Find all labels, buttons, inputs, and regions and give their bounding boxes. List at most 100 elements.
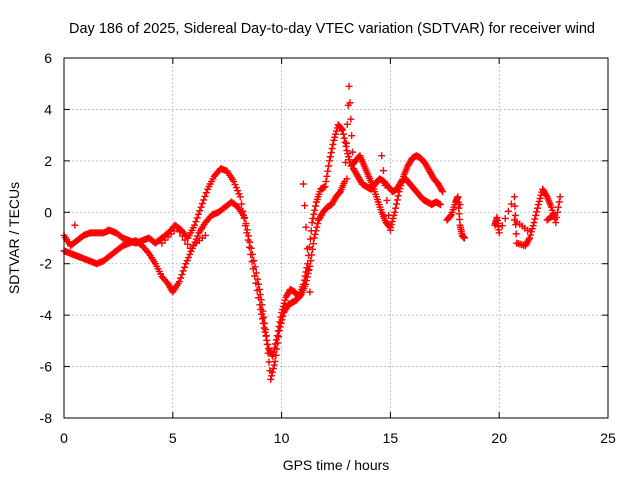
data-point	[236, 193, 244, 201]
data-point	[386, 226, 394, 234]
data-point	[273, 345, 281, 353]
data-point	[191, 221, 199, 229]
data-point	[248, 250, 256, 258]
data-point	[194, 232, 202, 240]
data-point	[184, 240, 192, 248]
data-point	[306, 262, 314, 270]
data-point	[379, 167, 387, 175]
x-axis-label: GPS time / hours	[283, 457, 390, 473]
data-point	[439, 188, 447, 196]
data-point	[345, 82, 353, 90]
x-tick-label: 15	[383, 430, 399, 446]
data-point	[548, 212, 556, 220]
data-point	[436, 201, 444, 209]
data-point	[306, 235, 314, 243]
data-point	[276, 323, 284, 331]
data-point	[512, 230, 520, 238]
data-point	[456, 201, 464, 209]
data-point	[325, 157, 333, 165]
data-point	[542, 191, 550, 199]
y-axis-label: SDTVAR / TECUs	[6, 182, 22, 294]
data-point	[191, 238, 199, 246]
data-point	[385, 211, 393, 219]
x-tick-label: 20	[491, 430, 507, 446]
data-point	[311, 230, 319, 238]
data-point	[526, 234, 534, 242]
data-point	[511, 202, 519, 210]
data-point	[258, 315, 266, 323]
data-point	[314, 220, 322, 228]
data-point	[275, 327, 283, 335]
data-point	[281, 296, 289, 304]
data-point	[495, 229, 503, 237]
data-point	[177, 274, 185, 282]
data-point	[332, 130, 340, 138]
data-point	[193, 214, 201, 222]
data-point	[270, 361, 278, 369]
series-track-a	[60, 121, 447, 360]
data-point	[255, 280, 263, 288]
data-point	[259, 307, 267, 315]
data-point	[271, 357, 279, 365]
y-tick-label: 4	[44, 101, 52, 117]
data-point	[278, 316, 286, 324]
data-point	[392, 200, 400, 208]
data-point	[197, 203, 205, 211]
data-point	[299, 180, 307, 188]
data-point	[534, 201, 542, 209]
data-point	[167, 230, 175, 238]
data-point	[164, 233, 172, 241]
data-point	[338, 125, 346, 133]
data-point	[178, 271, 186, 279]
data-point	[554, 203, 562, 211]
data-point	[347, 115, 355, 123]
data-point	[529, 222, 537, 230]
data-point	[275, 333, 283, 341]
plot-frame	[63, 57, 609, 419]
data-point	[161, 236, 169, 244]
data-point	[343, 120, 351, 128]
data-point	[176, 228, 184, 236]
data-point	[247, 244, 255, 252]
data-point	[460, 234, 468, 242]
data-point	[309, 214, 317, 222]
data-point	[269, 352, 277, 360]
data-point	[263, 340, 271, 348]
data-point	[343, 147, 351, 155]
grid	[64, 58, 608, 418]
data-point	[251, 263, 259, 271]
data-point	[349, 148, 357, 156]
data-point	[257, 296, 265, 304]
data-point	[261, 319, 269, 327]
data-point	[322, 177, 330, 185]
data-point	[306, 288, 314, 296]
data-point	[186, 250, 194, 258]
data-point	[241, 213, 249, 221]
data-point	[556, 193, 564, 201]
data-point	[511, 211, 519, 219]
data-point	[331, 133, 339, 141]
data-point	[235, 190, 243, 198]
data-point	[71, 221, 79, 229]
data-point	[345, 153, 353, 161]
data-point	[308, 251, 316, 259]
data-point	[170, 227, 178, 235]
data-point	[329, 140, 337, 148]
y-tick-label: -8	[40, 410, 53, 426]
data-point	[326, 153, 334, 161]
data-point	[198, 200, 206, 208]
data-point	[273, 332, 281, 340]
y-tick-label: 0	[44, 204, 52, 220]
data-point	[393, 196, 401, 204]
data-point	[328, 145, 336, 153]
data-point	[344, 150, 352, 158]
data-point	[242, 220, 250, 228]
data-point	[258, 301, 266, 309]
data-point	[243, 226, 251, 234]
data-point	[327, 149, 335, 157]
data-point	[313, 223, 321, 231]
data-point	[341, 138, 349, 146]
data-point	[309, 240, 317, 248]
data-point	[201, 192, 209, 200]
data-point	[158, 239, 166, 247]
